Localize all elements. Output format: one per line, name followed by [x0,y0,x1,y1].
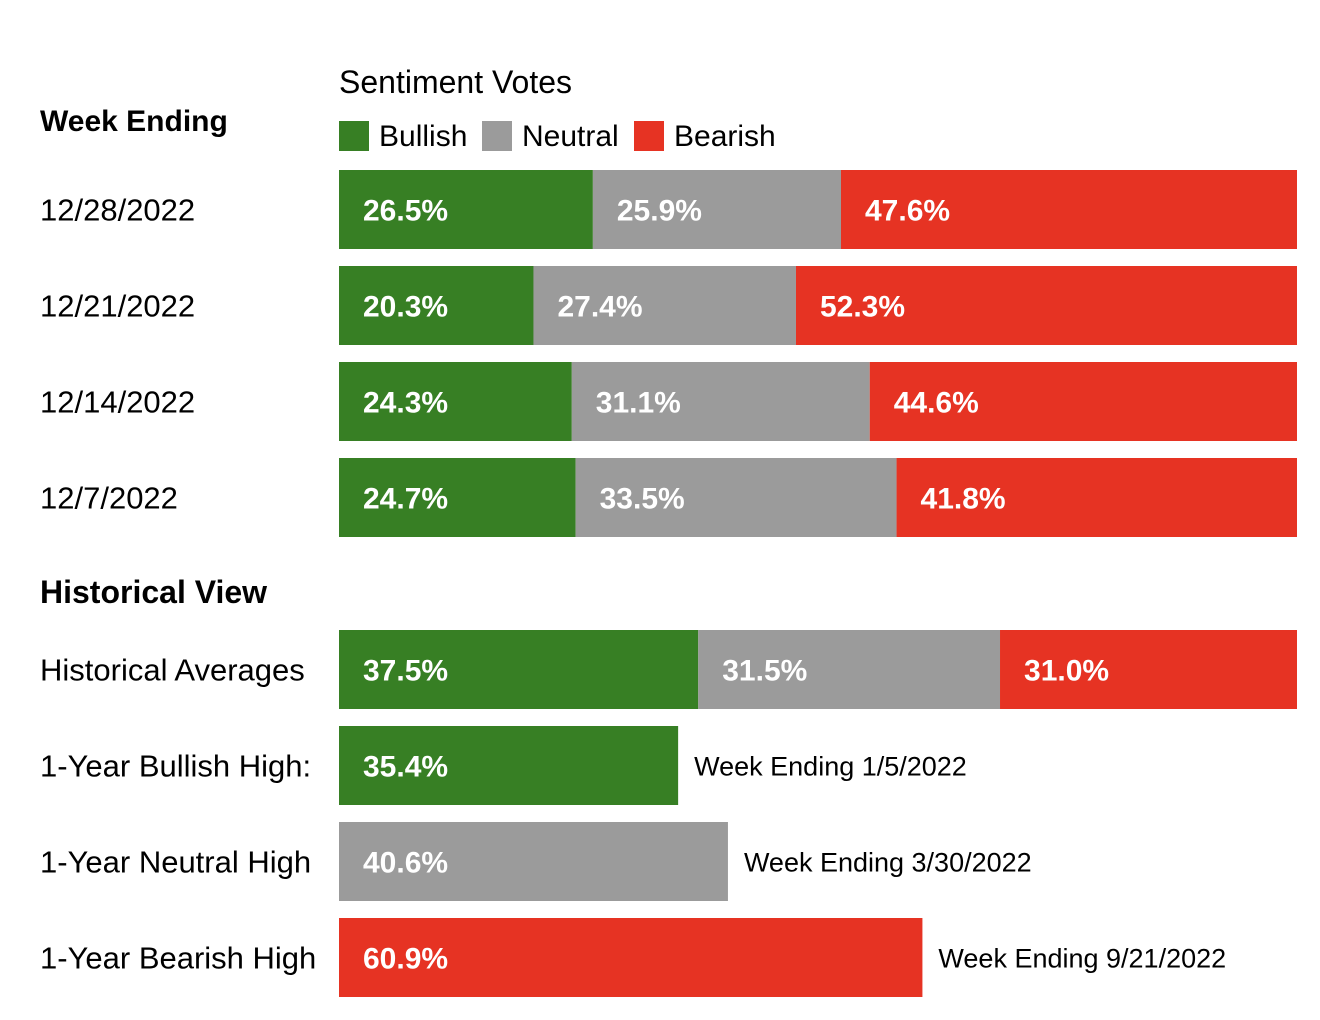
high-bullish-label: 1-Year Bullish High: [40,749,311,784]
week-row-2-bar-bearish [869,362,1297,441]
high-neutral-note: Week Ending 3/30/2022 [744,848,1032,878]
legend-label-neutral: Neutral [522,120,619,153]
historical-averages-bar-neutral [698,630,1001,709]
week-row-3-value-bearish: 41.8% [921,483,1006,516]
week-row-2-value-bullish: 24.3% [363,387,448,420]
week-row-3-value-neutral: 33.5% [600,483,685,516]
historical-averages-bar-bearish [1000,630,1297,709]
week-row-2-value-bearish: 44.6% [894,387,979,420]
legend: Bullish Neutral Bearish [339,120,776,153]
week-row-1-value-bearish: 52.3% [820,291,905,324]
high-bearish-value: 60.9% [363,943,448,976]
week-row-3-value-bullish: 24.7% [363,483,448,516]
high-neutral-label: 1-Year Neutral High [40,845,311,880]
legend-swatch-bearish [634,121,664,151]
high-bearish-bar [339,918,923,997]
high-neutral-value: 40.6% [363,847,448,880]
week-row-2-label: 12/14/2022 [40,385,195,420]
legend-swatch-bullish [339,121,369,151]
historical-averages-value-bullish: 37.5% [363,655,448,688]
week-row-0-value-neutral: 25.9% [617,195,702,228]
chart-title: Sentiment Votes [339,64,572,100]
week-row-3-label: 12/7/2022 [40,481,178,516]
week-row-1-bar-bullish [339,266,534,345]
high-bullish-bar [339,726,679,805]
historical-averages-value-neutral: 31.5% [722,655,807,688]
week-row-1-bar-bearish [795,266,1297,345]
week-row-3-bar-neutral [575,458,897,537]
week-row-1-bar-neutral [533,266,796,345]
historical-averages-value-bearish: 31.0% [1024,655,1109,688]
week-row-0-bar-bullish [339,170,593,249]
week-ending-heading: Week Ending [40,105,228,138]
week-row-0-bar-neutral [592,170,841,249]
legend-label-bearish: Bearish [674,120,776,153]
high-bearish-label: 1-Year Bearish High [40,941,316,976]
bars-layer: 12/28/2022 26.5% 25.9% 47.6% 12/21/2022 20.3%… [40,170,1297,997]
high-bullish-value: 35.4% [363,751,448,784]
historical-averages-label: Historical Averages [40,653,305,688]
legend-swatch-neutral [482,121,512,151]
high-bullish-note: Week Ending 1/5/2022 [694,752,967,782]
legend-label-bullish: Bullish [379,120,467,153]
week-row-0-label: 12/28/2022 [40,193,195,228]
week-row-3-bar-bearish [896,458,1297,537]
week-row-2-bar-bullish [339,362,572,441]
week-row-0-value-bearish: 47.6% [865,195,950,228]
week-row-0-bar-bearish [840,170,1297,249]
week-row-2-value-neutral: 31.1% [596,387,681,420]
week-row-0-value-bullish: 26.5% [363,195,448,228]
week-row-1-value-bullish: 20.3% [363,291,448,324]
historical-averages-bar-bullish [339,630,699,709]
historical-view-heading: Historical View [40,574,267,610]
high-bearish-note: Week Ending 9/21/2022 [938,944,1226,974]
week-row-2-bar-neutral [571,362,870,441]
week-row-1-value-neutral: 27.4% [557,291,642,324]
week-row-1-label: 12/21/2022 [40,289,195,324]
high-neutral-bar [339,822,728,901]
week-row-3-bar-bullish [339,458,576,537]
